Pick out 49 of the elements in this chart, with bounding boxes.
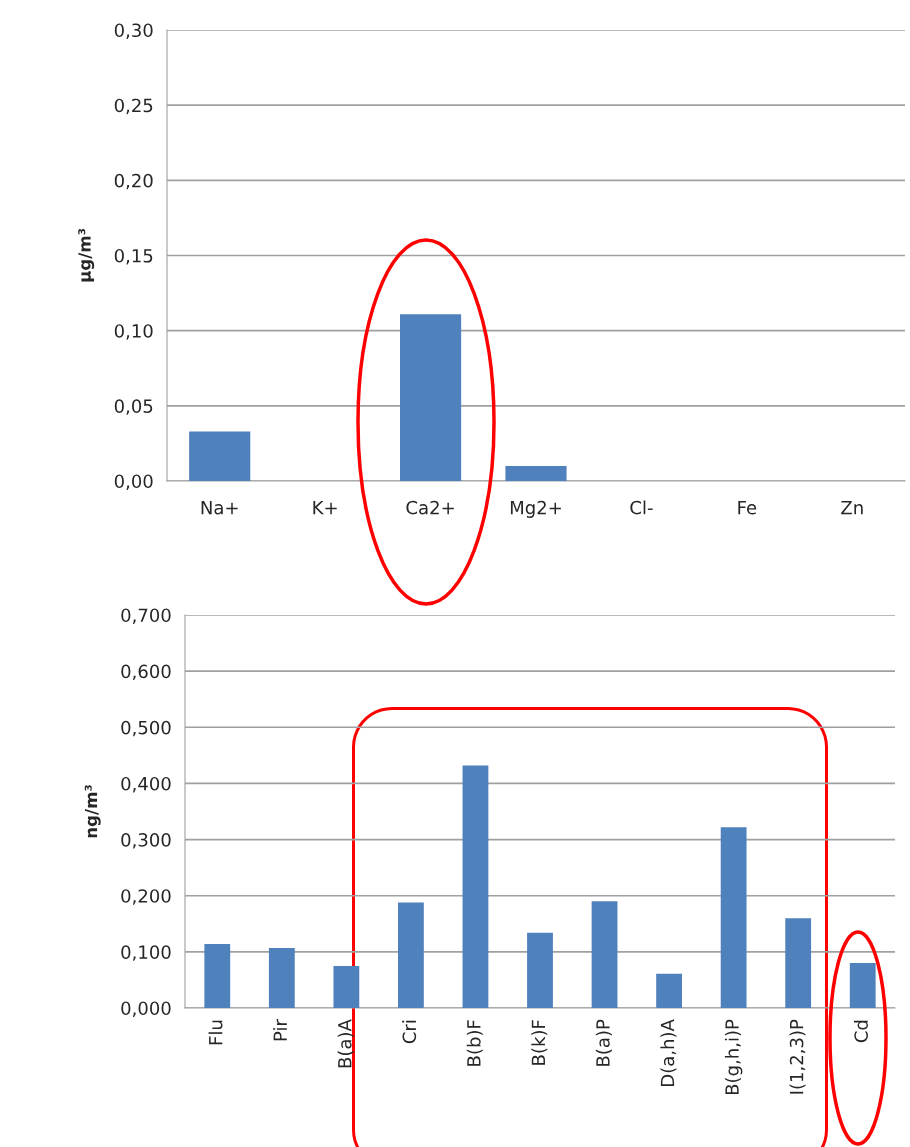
x-tick-label: Flu: [208, 1020, 223, 1045]
x-tick-label: I(1,2,3)P: [789, 1019, 806, 1094]
x-tick-label: B(a)A: [337, 1019, 354, 1068]
bar: [400, 314, 462, 481]
y-tick-label: 0,05: [114, 399, 153, 415]
x-tick-label: Cl-: [630, 500, 653, 515]
y-axis-title: ng/m³: [84, 785, 101, 838]
y-tick-label: 0,00: [114, 474, 153, 490]
bar: [333, 965, 360, 1008]
bar: [849, 963, 876, 1008]
x-tick-label: B(k)F: [531, 1020, 548, 1065]
bar: [527, 932, 553, 1008]
bar: [656, 973, 682, 1008]
y-tick-label: 0,100: [121, 945, 171, 961]
y-tick-label: 0,30: [114, 23, 153, 39]
x-tick-label: Cri: [402, 1020, 417, 1044]
bar: [720, 827, 747, 1008]
bar: [189, 431, 251, 481]
y-tick-label: 0,400: [121, 776, 171, 793]
y-tick-label: 0,500: [121, 720, 171, 737]
y-tick-label: 0,200: [121, 889, 171, 905]
x-tick-label: B(b)F: [466, 1020, 483, 1066]
x-tick-label: Na+: [201, 501, 238, 515]
y-tick-label: 0,600: [121, 664, 171, 681]
bar: [462, 765, 489, 1008]
y-tick-label: 0,25: [114, 98, 153, 115]
x-tick-label: Cd: [853, 1020, 868, 1043]
y-tick-label: 0,000: [121, 1001, 171, 1017]
y-axis-title: µg/m³: [78, 228, 95, 282]
y-tick-label: 0,700: [121, 608, 171, 624]
x-tick-label: B(g,h,i)P: [724, 1019, 743, 1095]
bar: [785, 918, 812, 1008]
bar: [398, 902, 424, 1008]
bar: [505, 465, 567, 481]
y-tick-label: 0,300: [121, 833, 171, 849]
x-tick-label: Ca2+: [406, 500, 454, 515]
y-tick-label: 0,20: [114, 173, 153, 190]
x-tick-label: D(a,h)A: [660, 1019, 677, 1086]
bar: [268, 947, 295, 1008]
y-tick-label: 0,15: [114, 248, 153, 265]
y-tick-label: 0,10: [114, 324, 153, 340]
x-tick-label: Pir: [273, 1019, 287, 1041]
bar: [591, 901, 618, 1008]
x-tick-label: Mg2+: [510, 500, 561, 518]
x-tick-label: Fe: [738, 501, 757, 515]
bar: [204, 944, 231, 1008]
x-tick-label: B(a)P: [595, 1019, 612, 1066]
x-tick-label: K+: [313, 501, 337, 515]
x-tick-label: Zn: [841, 501, 863, 515]
